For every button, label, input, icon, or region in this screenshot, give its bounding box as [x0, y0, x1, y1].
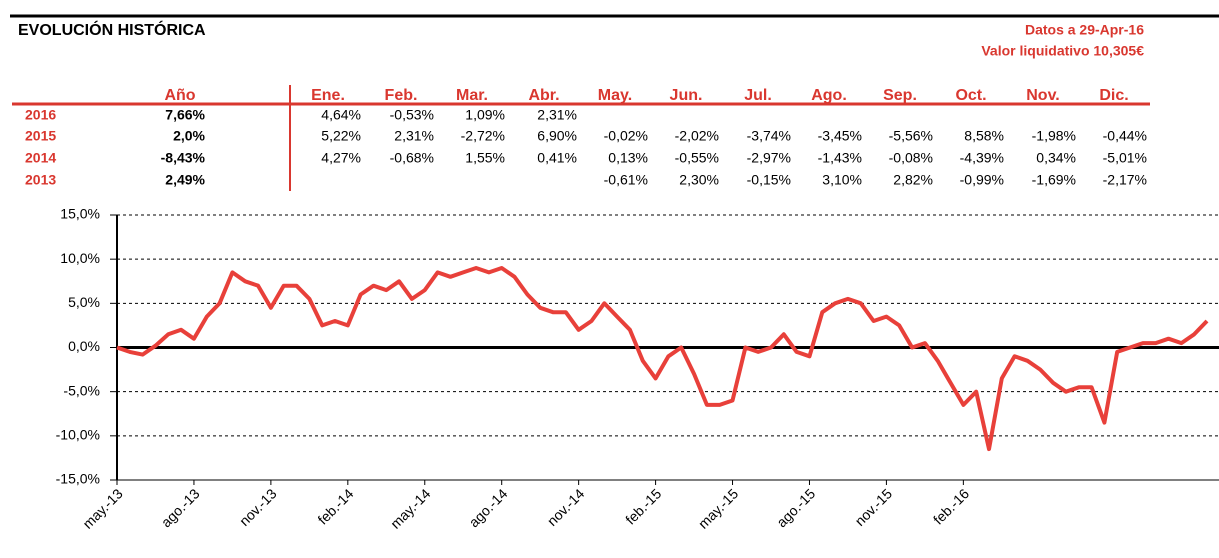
annual-return: -8,43%: [161, 150, 206, 166]
row-year: 2014: [25, 150, 56, 166]
monthly-return: 1,09%: [465, 107, 505, 123]
monthly-return: 0,41%: [537, 150, 577, 166]
monthly-return: 0,13%: [608, 150, 648, 166]
monthly-return: -0,44%: [1103, 128, 1147, 144]
y-tick-label: -5,0%: [63, 382, 100, 398]
monthly-return: -5,56%: [889, 128, 933, 144]
monthly-return: -0,15%: [747, 172, 791, 188]
x-tick-label: nov.-14: [544, 485, 588, 529]
x-tick-label: ago.-15: [773, 485, 818, 530]
column-header: Feb.: [385, 87, 418, 104]
monthly-return: -3,45%: [818, 128, 862, 144]
y-tick-label: -15,0%: [56, 471, 100, 487]
monthly-return: 2,82%: [893, 172, 933, 188]
monthly-return: -1,43%: [818, 150, 862, 166]
monthly-return: -2,72%: [461, 128, 505, 144]
column-header: Año: [164, 87, 195, 104]
x-tick-label: nov.-13: [236, 485, 280, 529]
monthly-return: 4,27%: [321, 150, 361, 166]
title: EVOLUCIÓN HISTÓRICA: [18, 20, 206, 39]
monthly-return: -2,17%: [1103, 172, 1147, 188]
date: Datos a 29-Apr-16: [1025, 22, 1144, 38]
y-tick-label: 0,0%: [68, 338, 100, 354]
row-year: 2016: [25, 107, 56, 123]
column-header: Ago.: [811, 87, 847, 104]
column-header: Nov.: [1026, 87, 1059, 104]
column-header: Abr.: [528, 87, 559, 104]
x-tick-label: nov.-15: [852, 485, 896, 529]
x-tick-label: ago.-14: [466, 485, 511, 530]
column-header: Dic.: [1099, 87, 1128, 104]
monthly-return: 1,55%: [465, 150, 505, 166]
monthly-return: -0,08%: [889, 150, 933, 166]
annual-return: 7,66%: [165, 107, 205, 123]
annual-return: 2,49%: [165, 172, 205, 188]
monthly-return: -0,68%: [390, 150, 434, 166]
x-tick-label: may.-14: [387, 485, 433, 531]
monthly-return: -0,61%: [604, 172, 648, 188]
annual-return: 2,0%: [173, 128, 205, 144]
monthly-return: 3,10%: [822, 172, 862, 188]
monthly-return: 8,58%: [964, 128, 1004, 144]
x-tick-label: may.-15: [695, 485, 741, 531]
monthly-return: -4,39%: [960, 150, 1004, 166]
line-series: [116, 266, 1209, 452]
monthly-return: -2,02%: [675, 128, 719, 144]
monthly-return: 4,64%: [321, 107, 361, 123]
column-header: Sep.: [883, 87, 917, 104]
y-tick-label: -10,0%: [56, 427, 100, 443]
y-tick-label: 10,0%: [60, 250, 100, 266]
monthly-return: 2,30%: [679, 172, 719, 188]
monthly-return: -0,55%: [675, 150, 719, 166]
monthly-return: -2,97%: [747, 150, 791, 166]
monthly-return: 2,31%: [394, 128, 434, 144]
column-header: Jun.: [670, 87, 703, 104]
x-tick-label: feb.-15: [622, 485, 664, 527]
column-header: Ene.: [311, 87, 345, 104]
monthly-return: -1,98%: [1032, 128, 1076, 144]
row-year: 2015: [25, 128, 56, 144]
monthly-return: -3,74%: [747, 128, 791, 144]
column-header: Mar.: [456, 87, 488, 104]
x-tick-label: feb.-14: [314, 485, 356, 527]
monthly-return: 5,22%: [321, 128, 361, 144]
y-tick-label: 5,0%: [68, 294, 100, 310]
monthly-return: 6,90%: [537, 128, 577, 144]
monthly-return: 0,34%: [1036, 150, 1076, 166]
x-tick-label: ago.-13: [158, 485, 203, 530]
y-tick-label: 15,0%: [60, 206, 100, 222]
monthly-return: -0,53%: [390, 107, 434, 123]
monthly-return: -5,01%: [1103, 150, 1147, 166]
monthly-return: -1,69%: [1032, 172, 1076, 188]
monthly-return: -0,99%: [960, 172, 1004, 188]
column-header: Jul.: [744, 87, 772, 104]
column-header: May.: [598, 87, 632, 104]
monthly-return: -0,02%: [604, 128, 648, 144]
x-tick-label: feb.-16: [930, 485, 972, 527]
column-header: Oct.: [955, 87, 986, 104]
monthly-return: 2,31%: [537, 107, 577, 123]
nav: Valor liquidativo 10,305€: [981, 43, 1144, 59]
x-tick-label: may.-13: [79, 485, 125, 531]
row-year: 2013: [25, 172, 56, 188]
